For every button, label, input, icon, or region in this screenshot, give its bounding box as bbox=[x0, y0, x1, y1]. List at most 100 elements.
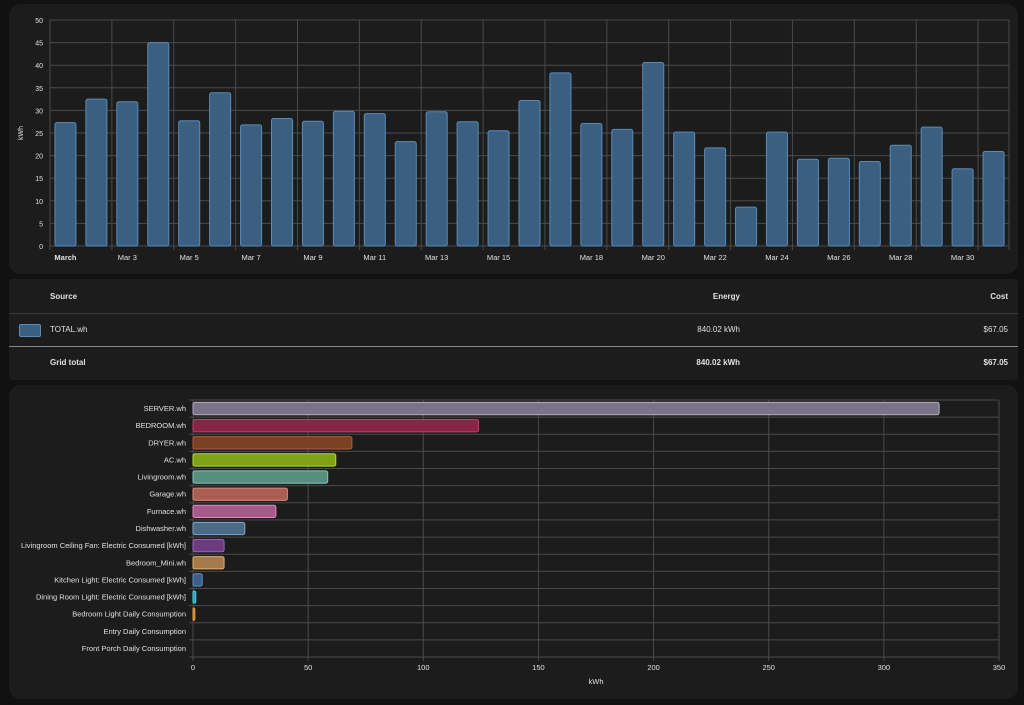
bar bbox=[425, 111, 448, 247]
x-tick-label: Mar 22 bbox=[703, 253, 726, 262]
bar bbox=[192, 487, 288, 501]
source-cost: $67.05 bbox=[983, 325, 1008, 334]
category-label: Dining Room Light: Electric Consumed [kW… bbox=[36, 593, 186, 602]
y-tick-label: 20 bbox=[35, 154, 43, 161]
bar bbox=[240, 124, 263, 247]
category-label: Bedroom Light Daily Consumption bbox=[72, 610, 186, 619]
daily-energy-chart: 0 5 10 15 20 25 30 35 40 45 50 kWh March Mar 3 Mar 5 Ma… bbox=[18, 18, 1010, 262]
energy-header: Energy bbox=[712, 292, 740, 301]
y-tick-label: 0 bbox=[39, 244, 43, 251]
bar bbox=[951, 168, 974, 247]
source-header: Source bbox=[50, 292, 78, 301]
category-label: BEDROOM.wh bbox=[136, 421, 186, 430]
grid-total-row: Grid total 840.02 kWh $67.05 bbox=[9, 347, 1018, 379]
bar bbox=[116, 101, 139, 247]
bar bbox=[209, 92, 232, 247]
bar bbox=[796, 158, 819, 247]
bar bbox=[827, 157, 850, 247]
category-label: Livingroom Ceiling Fan: Electric Consume… bbox=[21, 541, 186, 550]
x-tick-label: 300 bbox=[878, 663, 891, 672]
bar bbox=[394, 141, 417, 247]
y-tick-label: 40 bbox=[35, 63, 43, 70]
x-tick-label: Mar 9 bbox=[303, 253, 322, 262]
bar bbox=[920, 126, 943, 247]
bar bbox=[858, 160, 881, 247]
x-tick-label: Mar 3 bbox=[118, 253, 137, 262]
sources-table: Source Energy Cost TOTAL.wh 840.02 kWh $… bbox=[9, 279, 1018, 380]
y-tick-label: 35 bbox=[35, 86, 43, 93]
bar bbox=[192, 521, 246, 536]
bar bbox=[192, 436, 353, 450]
y-tick-label: 45 bbox=[35, 41, 43, 48]
x-tick-label: Mar 30 bbox=[951, 253, 974, 262]
bar bbox=[178, 120, 201, 247]
x-tick-label: 250 bbox=[762, 663, 775, 672]
y-axis-label: kWh bbox=[18, 126, 25, 140]
x-tick-label: Mar 11 bbox=[363, 253, 386, 262]
x-tick-label: Mar 28 bbox=[889, 253, 912, 262]
header-divider bbox=[9, 313, 1018, 314]
category-label: Furnace.wh bbox=[147, 507, 186, 516]
table-row[interactable]: TOTAL.wh 840.02 kWh $67.05 bbox=[9, 314, 1018, 346]
x-tick-label: Mar 5 bbox=[180, 253, 199, 262]
bar bbox=[192, 504, 277, 519]
bar bbox=[192, 590, 197, 604]
x-tick-label: 100 bbox=[417, 663, 430, 672]
category-label: Livingroom.wh bbox=[138, 473, 186, 482]
bar bbox=[363, 113, 386, 247]
bar bbox=[192, 470, 329, 484]
bar bbox=[192, 401, 940, 416]
bar bbox=[192, 538, 225, 553]
x-tick-label: Mar 13 bbox=[425, 253, 448, 262]
grid-total-cost: $67.05 bbox=[983, 358, 1008, 367]
category-label: AC.wh bbox=[164, 455, 186, 464]
bar bbox=[192, 453, 337, 467]
x-tick-label: 350 bbox=[993, 663, 1006, 672]
bar bbox=[192, 607, 196, 621]
bar bbox=[85, 98, 108, 247]
source-energy: 840.02 kWh bbox=[697, 325, 740, 334]
bar bbox=[192, 556, 225, 570]
device-energy-chart: 0 50 100 150 200 250 300 350 kWh SERVER.wh BEDROOM… bbox=[21, 399, 1006, 686]
bar bbox=[192, 419, 480, 433]
bar bbox=[889, 144, 912, 247]
x-tick-label: Mar 7 bbox=[241, 253, 260, 262]
category-label: Bedroom_Mini.wh bbox=[126, 558, 186, 567]
bar bbox=[456, 121, 479, 247]
category-label: Dishwasher.wh bbox=[136, 524, 186, 533]
bar bbox=[704, 147, 727, 247]
y-tick-label: 30 bbox=[35, 108, 43, 115]
x-tick-label: 200 bbox=[647, 663, 660, 672]
device-energy-card: 0 50 100 150 200 250 300 350 kWh SERVER.wh BEDROOM… bbox=[9, 385, 1018, 699]
x-tick-label: 50 bbox=[304, 663, 312, 672]
y-tick-label: 25 bbox=[35, 131, 43, 138]
x-tick-label: March bbox=[54, 253, 77, 262]
category-label: Garage.wh bbox=[149, 490, 186, 499]
bar bbox=[518, 99, 541, 247]
bar bbox=[642, 61, 665, 247]
bar bbox=[765, 131, 789, 247]
source-name: TOTAL.wh bbox=[50, 325, 88, 334]
grid-total-energy: 840.02 kWh bbox=[696, 358, 740, 367]
bar bbox=[332, 110, 355, 247]
bar bbox=[487, 130, 510, 247]
y-tick-label: 50 bbox=[35, 18, 43, 25]
total-divider bbox=[9, 346, 1018, 347]
cost-header: Cost bbox=[990, 292, 1008, 301]
category-label: Entry Daily Consumption bbox=[103, 627, 186, 636]
bar bbox=[735, 206, 758, 247]
bar bbox=[982, 151, 1005, 247]
grid-total-label: Grid total bbox=[50, 358, 86, 367]
bar bbox=[673, 131, 696, 247]
bar bbox=[611, 128, 634, 247]
x-tick-label: Mar 24 bbox=[765, 253, 788, 262]
y-tick-label: 5 bbox=[39, 221, 43, 228]
bar bbox=[301, 120, 324, 247]
category-label: Front Porch Daily Consumption bbox=[82, 644, 186, 653]
bar bbox=[270, 118, 294, 247]
x-tick-label: Mar 20 bbox=[642, 253, 665, 262]
bar bbox=[147, 42, 170, 247]
y-tick-label: 10 bbox=[35, 199, 43, 206]
category-label: DRYER.wh bbox=[148, 438, 186, 447]
bar bbox=[192, 573, 203, 587]
